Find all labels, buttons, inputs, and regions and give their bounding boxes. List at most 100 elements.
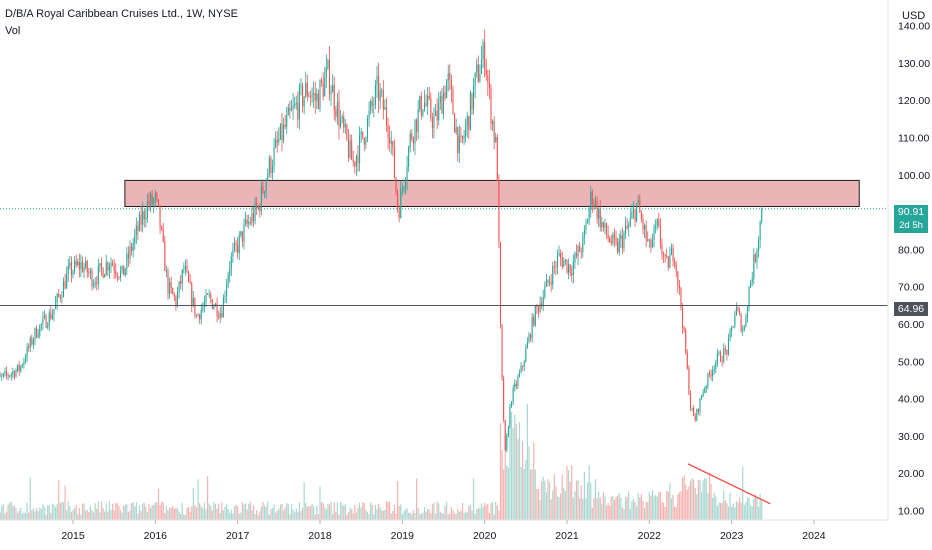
candle-body [295,103,297,105]
candle-body [199,314,201,320]
volume-bar [541,481,543,520]
volume-bar [300,511,302,520]
candle-body [458,135,460,154]
candle-body [86,260,88,273]
candle-body [737,307,739,311]
candle-body [579,245,581,252]
candle-body [99,263,101,266]
candle-body [51,314,53,319]
candle-body [355,155,357,167]
volume-bar [56,504,58,520]
candle-body [531,316,533,339]
candle-body [506,435,508,451]
candle-body [224,296,226,298]
y-tick-label: 60.00 [898,319,924,331]
candle-body [655,225,657,228]
volume-bar [430,513,432,520]
candle-body [195,315,198,317]
volume-bar [685,484,687,520]
volume-bar [42,504,44,520]
volume-bar [702,480,704,520]
volume-bar [507,467,509,520]
candle-body [137,225,139,231]
volume-bar [493,514,495,520]
candle-body [371,101,373,106]
candle-body [279,123,281,139]
volume-bar [66,510,68,520]
candle-body [77,261,79,265]
candle-body [545,279,547,287]
candle-body [739,310,741,315]
volume-bar [294,512,296,520]
volume-bar [325,509,327,520]
candle-body [499,242,502,325]
volume-bar [724,500,726,520]
candle-body [677,271,679,286]
candle-body [561,257,563,267]
volume-bar [162,502,164,520]
candle-body [651,239,654,248]
volume-bar [287,503,289,520]
volume-bar [455,513,457,520]
volume-bar [96,508,98,520]
volume-bar [243,504,245,520]
volume-bar [658,492,660,520]
candle-body [604,223,606,228]
candle-body [88,272,90,274]
volume-bar [449,513,451,520]
candle-body [175,296,177,306]
volume-bar [662,502,665,520]
candle-body [528,334,530,343]
volume-bar [487,504,489,520]
volume-bar [670,498,673,520]
volume-bar [254,514,256,520]
y-tick-label: 50.00 [898,356,924,368]
candle-body [495,136,497,142]
candle-body [230,256,232,269]
volume-bar [672,494,674,520]
volume-bar [567,470,570,520]
volume-bar [583,471,585,520]
currency-label[interactable]: USD [902,10,926,22]
candle-body [93,284,95,287]
volume-bar [85,510,87,520]
candle-body [254,202,256,222]
candle-body [629,218,631,226]
candle-body [218,316,220,318]
volume-bar [167,510,169,520]
candle-body [743,326,745,330]
volume-bar [181,502,183,520]
x-tick-label: 2021 [555,530,579,542]
volume-bar [697,479,699,520]
candle-body [588,208,590,222]
candle-body [594,200,597,206]
candle-body [563,260,565,267]
volume-bar [387,501,389,520]
volume-bar [759,494,761,520]
volume-bar [279,504,282,520]
volume-bar [585,498,587,520]
candle-body [271,166,274,173]
candle-body [656,219,658,226]
candle-body [164,241,166,272]
candle-body [324,77,326,97]
candle-body [574,252,576,263]
volume-bar [59,503,61,520]
candle-body [420,96,422,116]
candle-body [167,270,169,295]
candle-body [511,401,513,407]
volume-bar [700,492,703,520]
candle-body [142,211,144,225]
volume-bar [452,510,454,520]
candle-body [31,338,33,345]
candle-body [379,90,381,101]
volume-bar [37,511,39,520]
volume-bar [115,503,117,520]
candle-body [18,364,20,371]
candle-body [327,59,329,68]
candle-body [270,157,272,173]
candle-body [485,67,487,76]
volume-bar [678,492,680,520]
volume-bar [351,509,353,520]
